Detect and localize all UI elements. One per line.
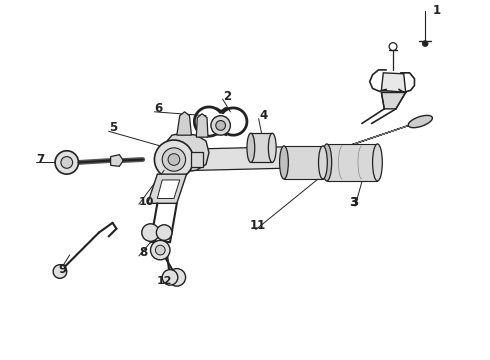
Ellipse shape [322, 144, 332, 181]
Ellipse shape [247, 133, 255, 162]
Polygon shape [147, 174, 187, 203]
Polygon shape [284, 146, 323, 179]
Polygon shape [167, 133, 209, 172]
Polygon shape [327, 144, 377, 181]
Circle shape [61, 157, 73, 168]
Circle shape [162, 270, 178, 285]
Text: 11: 11 [250, 219, 266, 232]
Circle shape [422, 41, 428, 46]
Circle shape [142, 224, 159, 241]
Text: 7: 7 [36, 153, 44, 166]
Text: 2: 2 [223, 90, 232, 103]
Circle shape [55, 151, 78, 174]
Polygon shape [283, 118, 431, 168]
Circle shape [168, 269, 186, 286]
Text: 3: 3 [350, 197, 358, 210]
Polygon shape [111, 155, 123, 166]
Circle shape [389, 42, 397, 50]
Circle shape [156, 225, 172, 240]
Ellipse shape [280, 146, 288, 179]
Text: 3: 3 [349, 196, 357, 209]
Polygon shape [157, 180, 180, 198]
Polygon shape [177, 112, 192, 135]
Ellipse shape [372, 144, 382, 181]
Ellipse shape [318, 146, 327, 179]
Circle shape [162, 148, 186, 171]
Text: 10: 10 [139, 197, 154, 207]
Polygon shape [196, 114, 208, 137]
Circle shape [53, 265, 67, 278]
Circle shape [155, 245, 165, 255]
Text: 1: 1 [433, 4, 441, 17]
Circle shape [216, 121, 225, 130]
Text: 8: 8 [139, 246, 147, 258]
Text: 9: 9 [58, 263, 66, 276]
Text: 6: 6 [154, 102, 163, 115]
Polygon shape [251, 133, 272, 162]
Polygon shape [381, 92, 406, 109]
Text: 5: 5 [109, 121, 117, 134]
Circle shape [154, 140, 194, 179]
Circle shape [150, 240, 170, 260]
Polygon shape [162, 147, 283, 171]
Circle shape [168, 154, 180, 165]
Text: 12: 12 [157, 276, 172, 285]
Ellipse shape [408, 116, 432, 128]
Text: 4: 4 [259, 109, 268, 122]
Ellipse shape [269, 133, 276, 162]
Polygon shape [192, 152, 203, 167]
Circle shape [211, 116, 230, 135]
Polygon shape [381, 73, 406, 92]
